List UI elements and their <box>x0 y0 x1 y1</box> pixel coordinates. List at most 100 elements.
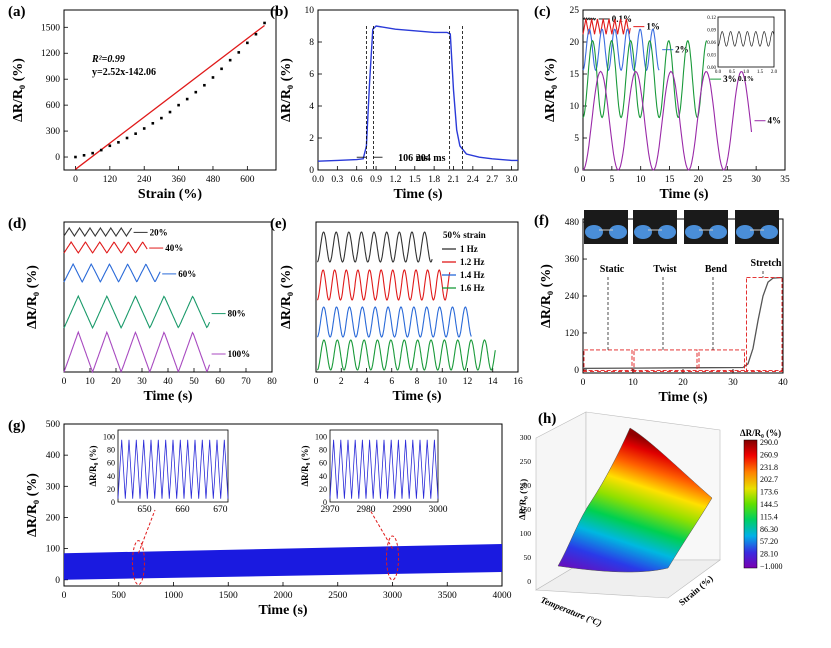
g-inset1-y-tick-label: 40 <box>107 472 115 481</box>
d-series-4-label: 100% <box>228 349 251 359</box>
g-signal-band <box>64 543 502 580</box>
d-x-tick-label: 40 <box>163 377 173 387</box>
h-colorbar-label-5: 144.5 <box>760 500 778 509</box>
h-z-tick-label-0: 0 <box>527 577 531 586</box>
c-y-tick-label: 10 <box>570 102 580 112</box>
g-inset2-y-tick-label: 60 <box>319 459 327 468</box>
c-inset-x-tick-label: 1.5 <box>757 70 764 75</box>
a-data-point <box>108 144 112 148</box>
a-data-point <box>142 127 146 130</box>
g-zoom-ring-1 <box>131 540 145 586</box>
f-y-tick-label: 360 <box>565 255 580 265</box>
c-y-tick-label: 20 <box>570 38 580 48</box>
b-x-tick-label: 2.1 <box>448 175 460 185</box>
g-inset1-x-tick-label: 660 <box>175 505 190 515</box>
b-x-tick-label: 0.0 <box>312 175 324 185</box>
c-x-tick-label: 30 <box>751 175 761 185</box>
c-y-tick-label: 25 <box>570 6 580 16</box>
g-ylabel: ΔR/R₀ (%) <box>25 473 40 537</box>
a-data-point <box>134 132 137 135</box>
g-inset1-x-tick-label: 670 <box>213 505 228 515</box>
b-x-tick-label: 0.9 <box>370 175 382 185</box>
g-inset1-y-tick-label: 80 <box>107 446 115 455</box>
c-y-tick-label: 0 <box>574 166 579 176</box>
c-x-tick-label: 25 <box>723 175 733 185</box>
b-panel-label: (b) <box>270 4 288 20</box>
f-xlabel: Time (s) <box>658 390 707 405</box>
e-x-tick-label: 8 <box>415 377 420 387</box>
b-response-label: 106 ms <box>398 153 428 164</box>
a-r2-annotation: R²=0.99 <box>91 54 125 65</box>
g-x-tick-label: 2000 <box>274 591 293 601</box>
f-state-label-3: Stretch <box>751 258 782 269</box>
c-inset-y-tick-label: 0.09 <box>707 29 716 34</box>
b-y-tick-label: 6 <box>309 70 314 80</box>
c-series-3-line <box>582 39 708 119</box>
a-data-point <box>211 76 215 79</box>
a-data-point <box>151 121 155 125</box>
a-fit-line <box>75 24 265 170</box>
e-xlabel: Time (s) <box>392 389 441 404</box>
h-xlabel: Temperature (°C) <box>539 595 603 629</box>
h-colorbar-label-9: 28.10 <box>760 550 778 559</box>
a-y-tick-label: 300 <box>46 127 61 137</box>
d-series-0-label: 20% <box>150 227 168 237</box>
e-series-0-line <box>316 231 433 263</box>
g-x-tick-label: 3000 <box>383 591 402 601</box>
b-signal-line <box>317 25 518 162</box>
a-data-point <box>263 21 266 25</box>
e-x-tick-label: 6 <box>389 377 394 387</box>
g-inset2-y-tick-label: 40 <box>319 472 327 481</box>
g-inset2-x-tick-label: 3000 <box>429 505 448 515</box>
e-legend-label-1: 1.2 Hz <box>460 257 485 267</box>
f-state-label-2: Bend <box>705 264 728 275</box>
f-x-tick-label: 30 <box>728 378 738 388</box>
e-legend-title: 50% strain <box>443 230 486 240</box>
d-x-tick-label: 30 <box>137 377 147 387</box>
g-inset2-line <box>329 439 439 499</box>
g-inset1-y-tick-label: 20 <box>107 485 115 494</box>
b-xlabel: Time (s) <box>393 187 442 202</box>
a-data-point <box>91 151 94 155</box>
c-plot-frame <box>582 9 786 171</box>
f-photo-hand-right-2 <box>709 225 727 239</box>
f-photo-hand-left-1 <box>634 225 652 239</box>
c-series-2-label: 2% <box>675 45 689 55</box>
d-x-tick-label: 60 <box>215 377 225 387</box>
c-x-tick-label: 15 <box>665 175 675 185</box>
f-x-tick-label: 20 <box>678 378 688 388</box>
f-state-label-1: Twist <box>653 264 677 275</box>
panel-f: 0 10 20 30 40 0 120 240 360 480 Time (s) ΔR/R₀ (%) (… <box>534 210 788 405</box>
b-x-tick-label: 1.5 <box>409 175 421 185</box>
d-panel-label: (d) <box>8 216 26 232</box>
g-y-tick-label: 0 <box>55 576 60 586</box>
f-y-tick-label: 120 <box>565 329 580 339</box>
d-x-tick-label: 50 <box>189 377 199 387</box>
g-x-tick-label: 0 <box>62 591 67 601</box>
f-photo-hand-right-0 <box>609 225 627 239</box>
c-x-tick-label: 35 <box>780 175 790 185</box>
panel-g: 0 500 1000 1500 2000 2500 3000 3500 400001002003… <box>8 418 512 618</box>
d-x-tick-label: 80 <box>267 377 277 387</box>
c-series-4-label: 4% <box>768 116 782 126</box>
d-x-tick-label: 10 <box>85 377 95 387</box>
b-x-tick-label: 2.7 <box>486 175 498 185</box>
h-zlabel: ΔR/R₀ (%) <box>517 479 528 520</box>
c-y-tick-label: 5 <box>574 134 579 144</box>
b-ylabel: ΔR/R₀ (%) <box>279 58 294 122</box>
b-y-tick-label: 0 <box>309 166 314 176</box>
a-ylabel: ΔR/R₀ (%) <box>11 58 26 122</box>
g-inset2-x-tick-label: 2990 <box>393 505 412 515</box>
a-xlabel: Strain (%) <box>138 187 203 202</box>
f-photo-hand-left-0 <box>585 225 603 239</box>
a-data-point <box>160 116 163 120</box>
e-legend-label-3: 1.6 Hz <box>460 283 485 293</box>
a-plot-frame <box>63 9 277 171</box>
e-x-tick-label: 14 <box>488 377 498 387</box>
c-x-tick-label: 20 <box>694 175 704 185</box>
a-data-point <box>228 58 232 62</box>
e-x-tick-label: 4 <box>364 377 369 387</box>
h-z-tick-label-1: 50 <box>524 553 532 562</box>
f-y-tick-label: 0 <box>574 366 579 376</box>
